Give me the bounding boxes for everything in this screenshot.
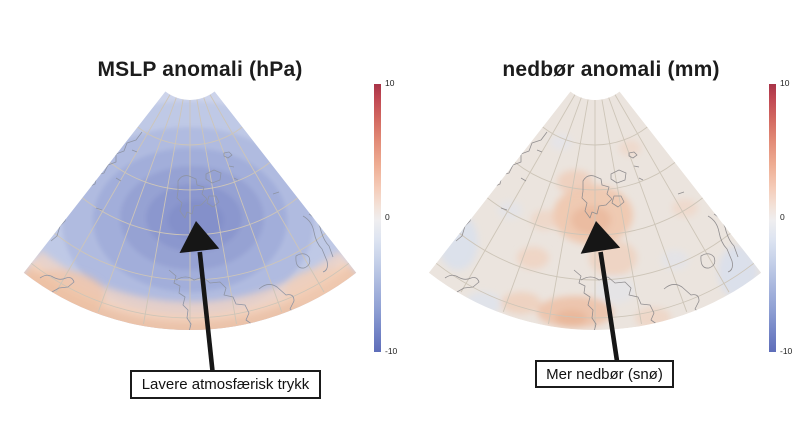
colorbar-precip-mid-label: 0 <box>780 212 785 222</box>
precip-map <box>428 91 762 331</box>
colorbar-mslp <box>374 84 381 352</box>
panel-title-mslp: MSLP anomali (hPa) <box>97 58 303 81</box>
colorbar-mslp-min-label: -10 <box>385 346 398 356</box>
annotation-box-mslp: Lavere atmosfærisk trykk <box>130 370 321 399</box>
annotation-text-precip: Mer nedbør (snø) <box>546 365 663 383</box>
maps-canvas <box>23 91 762 331</box>
annotation-text-mslp: Lavere atmosfærisk trykk <box>141 376 310 393</box>
colorbar-precip-min-label: -10 <box>780 346 793 356</box>
precip-anomaly-field <box>438 113 758 329</box>
colorbar-precip <box>769 84 776 352</box>
colorbar-mslp-mid-label: 0 <box>385 212 390 222</box>
panel-title-precip: nedbør anomali (mm) <box>502 58 720 81</box>
colorbar-mslp-max-label: 10 <box>385 78 395 88</box>
annotation-box-precip: Mer nedbør (snø) <box>535 360 674 388</box>
colorbar-precip-max-label: 10 <box>780 78 790 88</box>
mslp-positive-band <box>23 250 357 331</box>
mslp-map <box>23 91 357 331</box>
